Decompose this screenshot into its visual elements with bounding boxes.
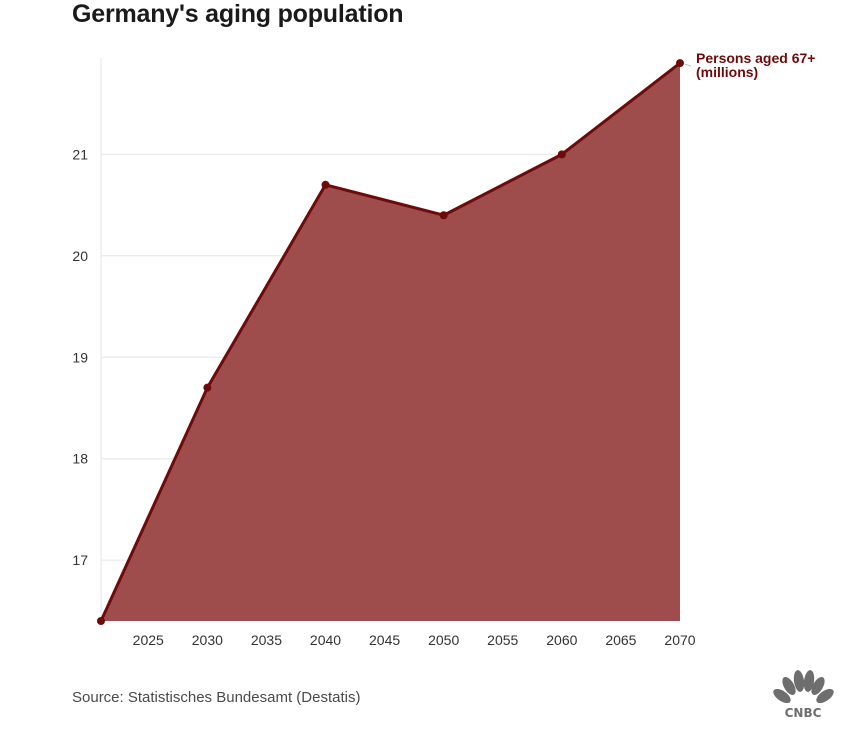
data-point xyxy=(439,211,448,220)
x-tick-label: 2045 xyxy=(369,632,400,648)
data-point xyxy=(203,383,212,392)
y-tick-label: 17 xyxy=(72,552,88,568)
logo-wordmark: CNBC xyxy=(785,706,822,720)
x-tick-label: 2070 xyxy=(664,632,695,648)
series-label: (millions) xyxy=(696,64,758,80)
x-tick-label: 2030 xyxy=(192,632,223,648)
data-point xyxy=(97,617,105,625)
y-tick-label: 20 xyxy=(72,248,88,264)
x-tick-label: 2060 xyxy=(546,632,577,648)
label-connector xyxy=(684,63,692,67)
cnbc-peacock-logo: CNBC xyxy=(773,670,834,720)
data-point xyxy=(676,59,684,68)
x-tick-label: 2035 xyxy=(251,632,282,648)
series-label: Persons aged 67+ xyxy=(696,50,815,66)
x-tick-label: 2050 xyxy=(428,632,459,648)
data-point xyxy=(321,180,330,189)
data-point xyxy=(557,150,566,159)
x-tick-label: 2040 xyxy=(310,632,341,648)
area-fill xyxy=(101,63,680,621)
y-tick-label: 21 xyxy=(72,146,88,162)
source-note: Source: Statistisches Bundesamt (Destati… xyxy=(72,689,361,706)
chart-title: Germany's aging population xyxy=(72,0,404,28)
x-tick-label: 2065 xyxy=(605,632,636,648)
y-tick-label: 18 xyxy=(72,451,88,467)
y-tick-label: 19 xyxy=(72,349,88,365)
x-tick-label: 2025 xyxy=(133,632,164,648)
x-tick-label: 2055 xyxy=(487,632,518,648)
series-line xyxy=(99,61,681,622)
